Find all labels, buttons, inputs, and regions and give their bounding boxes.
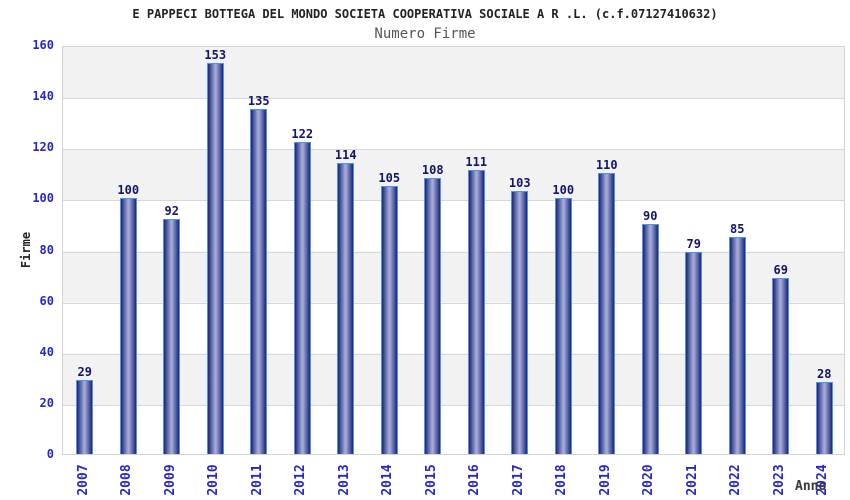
gridline (63, 98, 844, 100)
bar-value-label: 105 (378, 170, 401, 185)
bar-2008 (119, 198, 137, 454)
xtick-label-2010: 2010 (206, 464, 222, 496)
bar-2015 (424, 177, 442, 454)
xtick-label-2021: 2021 (684, 464, 700, 496)
plot-area: 29 100 92 153 135 122 114 105 108 111 103 100 110 90 7… (62, 46, 845, 455)
bar-value-label: 29 (77, 364, 92, 379)
gridline (63, 200, 844, 202)
xtick-label-2023: 2023 (771, 464, 787, 496)
bar-2014 (380, 185, 398, 454)
ytick-label: 80 (39, 242, 54, 257)
ytick-label: 20 (39, 395, 54, 410)
bar-value-label: 90 (643, 208, 658, 223)
ytick-label: 160 (32, 38, 54, 52)
xtick-label-2016: 2016 (467, 464, 483, 496)
bar-2021 (685, 252, 703, 454)
bar-value-label: 100 (117, 183, 140, 198)
bar-2020 (641, 223, 659, 454)
ytick-label: 100 (32, 191, 54, 206)
bar-2013 (337, 162, 355, 454)
bar-2023 (772, 277, 790, 454)
gridline (63, 149, 844, 151)
bar-value-label: 103 (508, 175, 531, 190)
bar-2019 (598, 172, 616, 454)
ytick-label: 120 (32, 140, 54, 155)
xtick-label-2022: 2022 (728, 464, 744, 496)
bar-value-label: 100 (552, 183, 575, 198)
xtick-label-2009: 2009 (162, 464, 178, 496)
bar-2024 (815, 382, 833, 454)
bar-2018 (554, 198, 572, 454)
bar-value-label: 122 (291, 127, 314, 142)
gridline (63, 404, 844, 406)
xtick-label-2008: 2008 (119, 464, 135, 496)
bar-value-label: 108 (421, 162, 444, 177)
xtick-label-2013: 2013 (336, 464, 352, 496)
bar-value-label: 135 (247, 93, 270, 108)
xtick-label-2019: 2019 (597, 464, 613, 496)
gridline (63, 302, 844, 304)
xtick-label-2012: 2012 (293, 464, 309, 496)
y-axis-title: Firme (19, 231, 33, 269)
bar-value-label: 111 (465, 155, 488, 170)
ytick-label: 140 (32, 89, 54, 104)
chart-subtitle: Numero Firme (374, 26, 476, 42)
ytick-label: 40 (39, 344, 54, 359)
bar-2017 (511, 190, 529, 454)
bar-value-label: 28 (817, 367, 832, 382)
bar-2011 (250, 108, 268, 454)
x-axis-title: Anno (795, 479, 827, 494)
gridline (63, 353, 844, 355)
bar-2016 (467, 170, 485, 454)
xtick-label-2017: 2017 (510, 464, 526, 496)
bar-value-label: 110 (595, 157, 618, 172)
bar-value-label: 85 (730, 221, 745, 236)
bar-value-label: 69 (773, 262, 788, 277)
bar-2022 (728, 236, 746, 454)
bar-value-label: 92 (164, 203, 179, 218)
bar-value-label: 79 (686, 237, 701, 252)
bar-2007 (76, 379, 94, 454)
xtick-label-2018: 2018 (554, 464, 570, 496)
xtick-label-2015: 2015 (423, 464, 439, 496)
xtick-label-2020: 2020 (641, 464, 657, 496)
bar-2010 (206, 62, 224, 454)
xtick-label-2014: 2014 (380, 464, 396, 496)
xtick-label-2007: 2007 (75, 464, 91, 496)
xtick-label-2011: 2011 (249, 464, 265, 496)
chart-title: E PAPPECI BOTTEGA DEL MONDO SOCIETA COOP… (132, 7, 718, 21)
bar-2009 (163, 218, 181, 454)
ytick-label: 60 (39, 293, 54, 308)
bar-2012 (293, 142, 311, 454)
bar-value-label: 153 (204, 47, 227, 62)
ytick-label: 0 (46, 447, 54, 461)
gridline (63, 251, 844, 253)
bar-value-label: 114 (334, 147, 357, 162)
